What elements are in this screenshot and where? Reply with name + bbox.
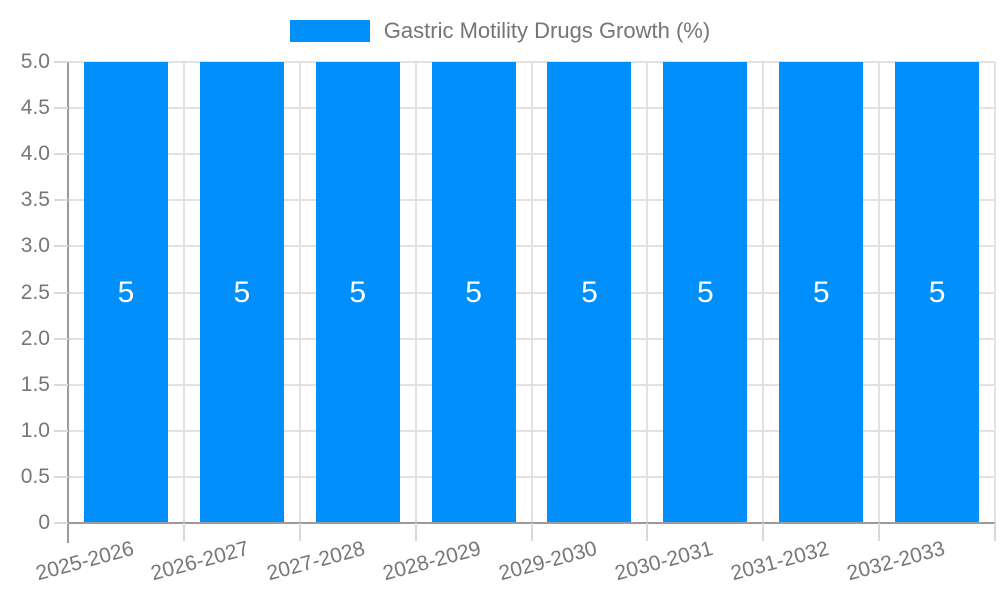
bar-value-label: 5 <box>581 275 598 309</box>
x-tick <box>414 523 417 541</box>
bar-value-label: 5 <box>696 275 714 309</box>
bar[interactable]: 5 <box>779 62 864 523</box>
y-axis-label: 5.0 <box>20 50 50 73</box>
bar[interactable]: 5 <box>315 62 400 523</box>
y-tick <box>54 153 68 156</box>
bar-value-label: 5 <box>349 275 367 309</box>
y-tick <box>54 337 68 340</box>
x-axis-label: 2027-2028 <box>264 537 368 586</box>
v-gridline <box>414 62 417 523</box>
y-tick <box>54 291 68 294</box>
y-axis-label: 3.5 <box>20 188 50 212</box>
bar[interactable]: 5 <box>895 62 980 523</box>
v-gridline <box>994 62 996 523</box>
bar-value-label: 5 <box>465 275 482 309</box>
v-gridline <box>762 62 765 523</box>
bar-value-label: 5 <box>812 275 830 309</box>
y-tick <box>54 475 68 478</box>
v-gridline <box>298 62 301 523</box>
y-axis-label: 4.0 <box>20 142 50 166</box>
x-tick <box>878 523 881 541</box>
x-axis-label: 2029-2030 <box>496 537 600 586</box>
v-gridline <box>530 62 533 523</box>
bar[interactable]: 5 <box>83 62 168 523</box>
legend[interactable]: Gastric Motility Drugs Growth (%) <box>0 16 1000 46</box>
x-axis-label: 2028-2029 <box>380 537 484 586</box>
x-tick <box>182 523 185 541</box>
y-tick <box>54 245 68 248</box>
bar[interactable]: 5 <box>431 62 516 523</box>
x-axis-label: 2025-2026 <box>32 537 136 586</box>
y-axis-label: 0 <box>38 511 50 534</box>
y-axis-label: 0.5 <box>20 464 50 488</box>
x-axis-label: 2030-2031 <box>612 537 716 586</box>
y-tick <box>54 429 68 432</box>
x-tick <box>646 523 649 541</box>
v-gridline <box>646 62 649 523</box>
y-tick <box>54 61 68 63</box>
legend-label: Gastric Motility Drugs Growth (%) <box>383 18 711 43</box>
y-axis-label: 3.0 <box>20 234 50 258</box>
y-tick <box>54 383 68 386</box>
y-axis-label: 1.0 <box>20 418 50 442</box>
bar[interactable]: 5 <box>663 62 748 523</box>
y-axis-label: 2.0 <box>20 326 50 350</box>
bar-value-label: 5 <box>233 275 251 309</box>
y-axis-line <box>67 62 69 543</box>
bar-value-label: 5 <box>928 275 946 309</box>
bar[interactable]: 5 <box>199 62 284 523</box>
x-axis-label: 2031-2032 <box>728 537 832 586</box>
y-axis-label: 1.5 <box>20 372 50 396</box>
x-tick <box>298 523 301 541</box>
x-tick <box>762 523 765 541</box>
x-axis-label: 2032-2033 <box>844 537 948 586</box>
y-tick <box>54 522 68 524</box>
x-axis-label: 2026-2027 <box>148 537 252 586</box>
v-gridline <box>182 62 185 523</box>
bar[interactable]: 5 <box>547 62 632 523</box>
y-tick <box>54 199 68 202</box>
bar-value-label: 5 <box>117 275 135 309</box>
x-tick <box>530 523 533 541</box>
y-tick <box>54 107 68 110</box>
legend-swatch <box>289 20 370 42</box>
x-tick <box>994 523 996 541</box>
y-axis-label: 4.5 <box>20 96 50 120</box>
y-axis-label: 2.5 <box>20 280 50 304</box>
v-gridline <box>878 62 881 523</box>
